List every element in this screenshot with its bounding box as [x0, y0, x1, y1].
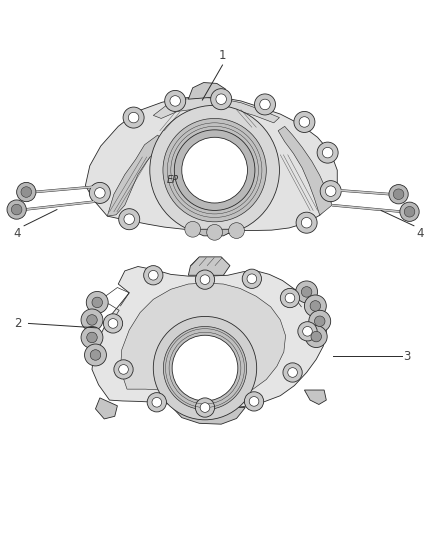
Text: 4: 4 [14, 227, 21, 240]
Circle shape [123, 107, 144, 128]
Circle shape [303, 327, 312, 336]
Circle shape [163, 118, 266, 222]
Polygon shape [188, 83, 226, 99]
Circle shape [244, 392, 264, 411]
Circle shape [95, 188, 105, 198]
Polygon shape [85, 96, 337, 231]
Circle shape [108, 319, 118, 328]
Circle shape [182, 138, 247, 203]
Circle shape [288, 368, 297, 377]
Circle shape [86, 292, 108, 313]
Circle shape [152, 398, 162, 407]
Polygon shape [153, 98, 279, 123]
Text: 1: 1 [219, 49, 226, 62]
Circle shape [247, 274, 257, 284]
Circle shape [229, 223, 244, 238]
Polygon shape [304, 390, 326, 405]
Text: 2: 2 [14, 317, 21, 330]
Circle shape [144, 265, 163, 285]
Circle shape [87, 314, 97, 325]
Circle shape [147, 393, 166, 412]
Circle shape [285, 293, 295, 303]
Circle shape [393, 189, 404, 199]
Circle shape [185, 221, 201, 237]
Circle shape [11, 204, 22, 215]
Circle shape [148, 270, 158, 280]
Polygon shape [120, 283, 286, 400]
Circle shape [304, 295, 326, 317]
Text: EP: EP [167, 175, 179, 185]
Circle shape [320, 181, 341, 201]
Circle shape [195, 398, 215, 417]
Circle shape [87, 332, 97, 343]
Polygon shape [171, 406, 245, 424]
Circle shape [216, 94, 226, 104]
Circle shape [21, 187, 32, 197]
Circle shape [81, 327, 103, 349]
Circle shape [301, 287, 312, 297]
Circle shape [119, 209, 140, 230]
Circle shape [322, 147, 333, 158]
Circle shape [85, 344, 106, 366]
Circle shape [298, 322, 317, 341]
Circle shape [153, 317, 257, 420]
Circle shape [296, 212, 317, 233]
Circle shape [114, 360, 133, 379]
Circle shape [92, 297, 102, 308]
Circle shape [296, 281, 318, 303]
Circle shape [103, 314, 123, 333]
Circle shape [165, 91, 186, 111]
Circle shape [309, 310, 331, 332]
Circle shape [195, 270, 215, 289]
Circle shape [325, 186, 336, 197]
Circle shape [119, 365, 128, 374]
Circle shape [90, 350, 101, 360]
Circle shape [124, 214, 134, 224]
Circle shape [310, 301, 321, 311]
Circle shape [200, 275, 210, 285]
Circle shape [294, 111, 315, 133]
Circle shape [254, 94, 276, 115]
Circle shape [163, 327, 247, 410]
Circle shape [81, 309, 103, 331]
Polygon shape [95, 398, 117, 419]
Circle shape [242, 269, 261, 288]
Circle shape [249, 397, 259, 406]
Circle shape [170, 96, 180, 106]
Circle shape [17, 182, 36, 201]
Polygon shape [92, 266, 326, 408]
Circle shape [89, 182, 110, 204]
Polygon shape [188, 257, 230, 275]
Circle shape [301, 217, 312, 228]
Circle shape [211, 88, 232, 110]
Circle shape [172, 335, 238, 401]
Circle shape [200, 403, 210, 413]
Polygon shape [278, 126, 332, 215]
Circle shape [389, 184, 408, 204]
Text: 3: 3 [403, 350, 410, 363]
Circle shape [283, 363, 302, 382]
Polygon shape [107, 135, 162, 216]
Circle shape [207, 224, 223, 240]
Text: 4: 4 [417, 227, 424, 240]
Circle shape [311, 332, 321, 342]
Circle shape [400, 202, 419, 221]
Circle shape [305, 326, 327, 348]
Circle shape [280, 288, 300, 308]
Circle shape [404, 206, 415, 217]
Circle shape [7, 200, 26, 219]
Circle shape [314, 316, 325, 327]
Circle shape [174, 130, 255, 211]
Circle shape [128, 112, 139, 123]
Circle shape [299, 117, 310, 127]
Polygon shape [188, 229, 237, 236]
Circle shape [260, 99, 270, 110]
Circle shape [317, 142, 338, 163]
Circle shape [150, 106, 279, 235]
